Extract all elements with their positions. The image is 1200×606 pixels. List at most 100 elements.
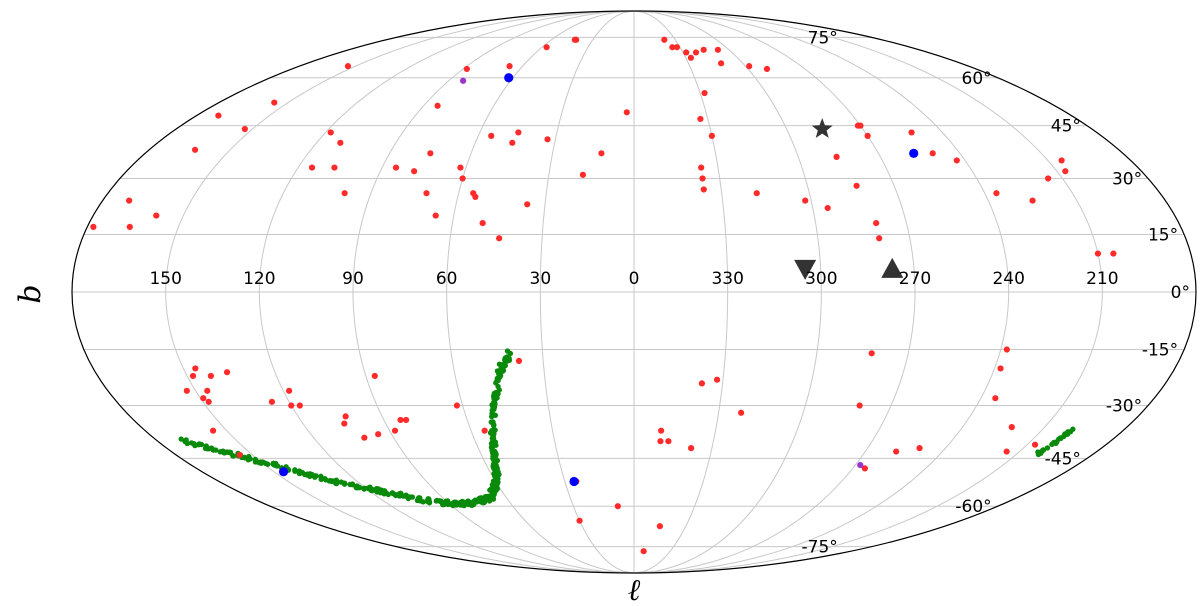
stream-point <box>198 441 205 448</box>
latitude-tick-label: 30° <box>1112 169 1142 189</box>
red-point <box>656 523 663 530</box>
red-point <box>375 431 382 438</box>
latitude-tick-label: 60° <box>962 69 992 89</box>
red-point <box>341 190 348 197</box>
stream-point <box>379 489 386 496</box>
red-point <box>1110 250 1117 257</box>
red-point <box>873 220 880 227</box>
red-point <box>864 132 871 139</box>
red-point <box>215 112 222 119</box>
red-point <box>423 190 430 197</box>
red-point <box>623 109 630 116</box>
red-point <box>327 129 334 136</box>
latitude-tick-label: -75° <box>802 538 838 558</box>
red-point <box>699 175 706 182</box>
red-point <box>665 438 672 445</box>
latitude-tick-label: -60° <box>955 497 991 517</box>
red-point <box>993 190 1000 197</box>
stream-point <box>385 491 391 498</box>
longitude-tick-label: 300 <box>805 269 837 289</box>
red-point <box>204 387 211 394</box>
stream-point <box>230 452 236 459</box>
blue-point <box>278 467 289 477</box>
y-axis-label: b <box>13 284 48 303</box>
red-point <box>688 445 695 452</box>
red-point <box>579 171 587 178</box>
red-point <box>459 175 466 182</box>
red-point <box>669 44 676 51</box>
stream-point <box>489 447 495 454</box>
red-point <box>472 193 479 200</box>
stream-point <box>502 355 508 361</box>
purple-point <box>460 77 467 84</box>
red-point <box>488 132 495 139</box>
stream-point <box>491 396 497 402</box>
stream-point <box>1067 429 1074 435</box>
stream-point <box>241 454 247 461</box>
red-point <box>543 44 550 51</box>
stream-point <box>210 446 216 453</box>
red-point <box>700 186 707 193</box>
point-series <box>90 36 1117 555</box>
red-point <box>411 168 418 175</box>
red-point <box>544 136 551 143</box>
red-point <box>191 146 199 153</box>
stream-point <box>1054 439 1060 445</box>
red-point <box>296 402 303 409</box>
triangle-down-marker <box>794 259 817 280</box>
longitude-gridline <box>633 10 729 574</box>
stream-point <box>492 485 499 492</box>
red-point <box>515 357 523 364</box>
red-point <box>341 420 348 427</box>
red-point <box>1062 168 1069 175</box>
red-point <box>833 153 840 160</box>
stream-point <box>494 377 500 384</box>
red-point <box>209 427 217 434</box>
stream-point <box>493 462 499 468</box>
stream-point <box>490 419 496 425</box>
longitude-tick-label: 30 <box>530 269 552 289</box>
red-point <box>496 235 503 242</box>
stream-point <box>490 493 496 500</box>
red-point <box>153 212 160 219</box>
red-point <box>893 448 900 455</box>
red-point <box>576 517 583 524</box>
stream-point <box>1057 435 1064 441</box>
x-axis-label: ℓ <box>628 573 641 606</box>
red-point <box>708 132 715 139</box>
stream-point <box>504 348 511 354</box>
stream-point <box>1062 432 1068 438</box>
red-point <box>717 60 725 67</box>
red-point <box>1058 157 1065 164</box>
red-point <box>509 139 516 146</box>
red-point <box>698 380 706 387</box>
stream-point <box>489 427 495 434</box>
blue-point <box>504 73 514 83</box>
blue-point <box>909 148 919 158</box>
red-point <box>1045 175 1052 182</box>
red-point <box>288 402 295 409</box>
red-point <box>453 402 461 409</box>
stream-point <box>342 480 348 487</box>
longitude-tick-label: 270 <box>899 269 931 289</box>
red-point <box>524 201 531 208</box>
red-point <box>1003 448 1010 455</box>
stream-point <box>297 470 304 476</box>
red-point <box>746 63 753 70</box>
stream-point <box>1044 445 1051 451</box>
red-point <box>432 212 439 219</box>
red-point <box>397 416 404 424</box>
red-point <box>1029 197 1036 204</box>
stream-point <box>493 390 500 396</box>
stream-point <box>203 445 210 452</box>
red-point <box>200 395 207 402</box>
longitude-tick-label: 60 <box>436 269 458 289</box>
red-point <box>701 89 708 97</box>
stream-point <box>354 485 361 491</box>
latitude-tick-label: -15° <box>1142 341 1178 361</box>
red-point <box>1008 424 1015 431</box>
latitude-tick-label: 0° <box>1171 283 1190 303</box>
red-point <box>463 65 470 73</box>
red-point <box>802 197 809 204</box>
